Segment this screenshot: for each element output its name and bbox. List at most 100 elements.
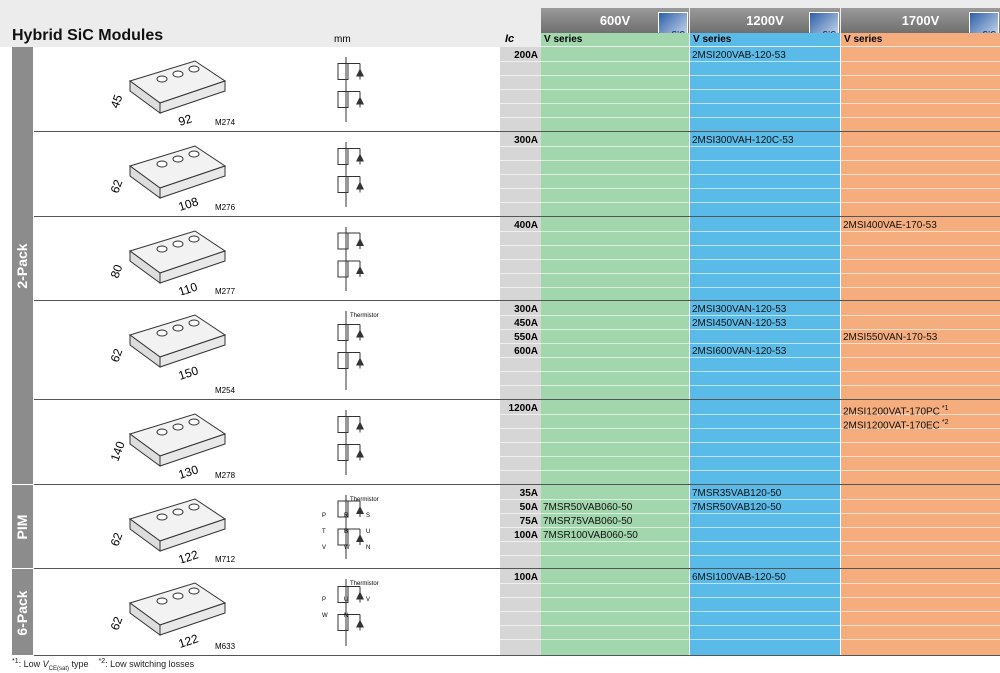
dimension: 80 — [108, 262, 126, 280]
series-label: V series — [841, 33, 1000, 46]
module-front — [159, 334, 226, 368]
terminal — [156, 329, 168, 337]
ic-value: 450A — [514, 318, 538, 329]
row-divider — [34, 568, 1000, 569]
terminal — [156, 75, 168, 83]
ic-value: 600A — [514, 346, 538, 357]
terminal — [188, 587, 200, 595]
footnote-text: : Low — [18, 659, 43, 669]
switch — [337, 528, 349, 546]
ic-value: 35A — [519, 488, 538, 499]
ic-value: 400A — [514, 220, 538, 231]
part-number: 2MSI300VAN-120-53 — [692, 304, 787, 315]
dimension: 140 — [108, 439, 128, 463]
module-drawing: 62 108 — [100, 136, 250, 214]
sub-row-line — [500, 428, 1000, 429]
switch — [337, 500, 349, 518]
ic-value: 50A — [519, 502, 538, 513]
sub-row-line — [500, 89, 1000, 90]
terminal — [172, 70, 184, 78]
footnote-text: type — [69, 659, 89, 669]
sub-row-line — [500, 583, 1000, 584]
row-divider — [34, 484, 1000, 485]
switch — [337, 586, 349, 603]
part-number: 6MSI100VAB-120-50 — [692, 572, 786, 583]
switch — [337, 614, 349, 631]
sub-row-line — [500, 597, 1000, 598]
sub-row-line — [500, 61, 1000, 62]
row-divider — [34, 399, 1000, 400]
sub-row-line — [500, 611, 1000, 612]
voltage-cell — [841, 217, 1000, 300]
module-code: M633 — [215, 642, 236, 651]
terminal — [188, 503, 200, 511]
circuit — [337, 227, 364, 291]
ic-column — [500, 485, 541, 568]
part-number: 2MSI450VAN-120-53 — [692, 318, 787, 329]
ic-value: 550A — [514, 332, 538, 343]
sub-row-line — [500, 442, 1000, 443]
part-number: 2MSI400VAE-170-53 — [843, 220, 937, 231]
module-front — [159, 250, 226, 284]
switch — [337, 176, 349, 193]
footnote: *1: Low VCE(sat) type — [12, 658, 89, 672]
terminal — [156, 513, 168, 521]
group-label: 2-Pack — [14, 243, 30, 289]
module-svg: 140 130 — [108, 413, 227, 482]
switch — [337, 352, 349, 369]
module-code: M277 — [215, 287, 236, 296]
dimension: 110 — [177, 280, 200, 295]
ic-column — [500, 301, 541, 399]
row-divider — [34, 655, 1000, 656]
diagram-label: V — [322, 545, 326, 551]
sub-row-line — [500, 385, 1000, 386]
module-svg: 62 122 — [108, 498, 227, 567]
dimension: 92 — [177, 111, 194, 126]
ic-value: 100A — [514, 572, 538, 583]
voltage-cell — [541, 485, 689, 568]
series-label: V series — [690, 33, 840, 46]
module-svg: 62 108 — [108, 145, 227, 214]
dimension: 62 — [108, 177, 126, 195]
title: Hybrid SiC Modules — [12, 27, 164, 44]
sub-row-line — [500, 625, 1000, 626]
voltage-label: 1200V — [746, 13, 784, 28]
voltage-cell — [690, 485, 840, 568]
sub-row-line — [500, 499, 1000, 500]
diagram-label: V — [366, 597, 370, 603]
sub-row-line — [500, 146, 1000, 147]
circuit: Thermistor — [337, 311, 379, 390]
row-divider — [34, 216, 1000, 217]
diagram-label: P — [322, 513, 326, 519]
terminal — [172, 155, 184, 163]
module-drawing: 62 150 — [100, 305, 250, 394]
ic-label: Ic — [505, 33, 515, 45]
sub-row-line — [500, 555, 1000, 556]
diagram-label: U — [344, 597, 348, 603]
terminal — [172, 324, 184, 332]
circuit-box: Thermistor P R S T B U V W N — [318, 491, 388, 568]
switch — [337, 148, 349, 165]
module-code: M274 — [215, 118, 236, 127]
switch — [337, 444, 349, 461]
sub-row-line — [500, 527, 1000, 528]
circuit-box: Thermistor — [318, 307, 388, 399]
voltage-cell — [541, 217, 689, 300]
circuit — [337, 57, 364, 122]
group-label: 6-Pack — [14, 589, 30, 636]
sub-row-line — [500, 273, 1000, 274]
sub-row-line — [500, 231, 1000, 232]
diagram-label: T — [322, 529, 326, 535]
module-drawing: 45 92 — [100, 51, 250, 129]
terminal — [156, 245, 168, 253]
part-number: 7MSR100VAB060-50 — [543, 530, 638, 541]
part-number: 2MSI300VAH-120C-53 — [692, 135, 794, 146]
mm-label: mm — [334, 34, 351, 45]
part-number-text: 2MSI1200VAT-170PC — [843, 406, 940, 418]
subscript: CE(sat) — [48, 665, 69, 672]
sub-row-line — [500, 259, 1000, 260]
module-svg: 62 150 — [108, 314, 227, 383]
voltage-cell — [541, 569, 689, 655]
row-divider — [34, 131, 1000, 132]
